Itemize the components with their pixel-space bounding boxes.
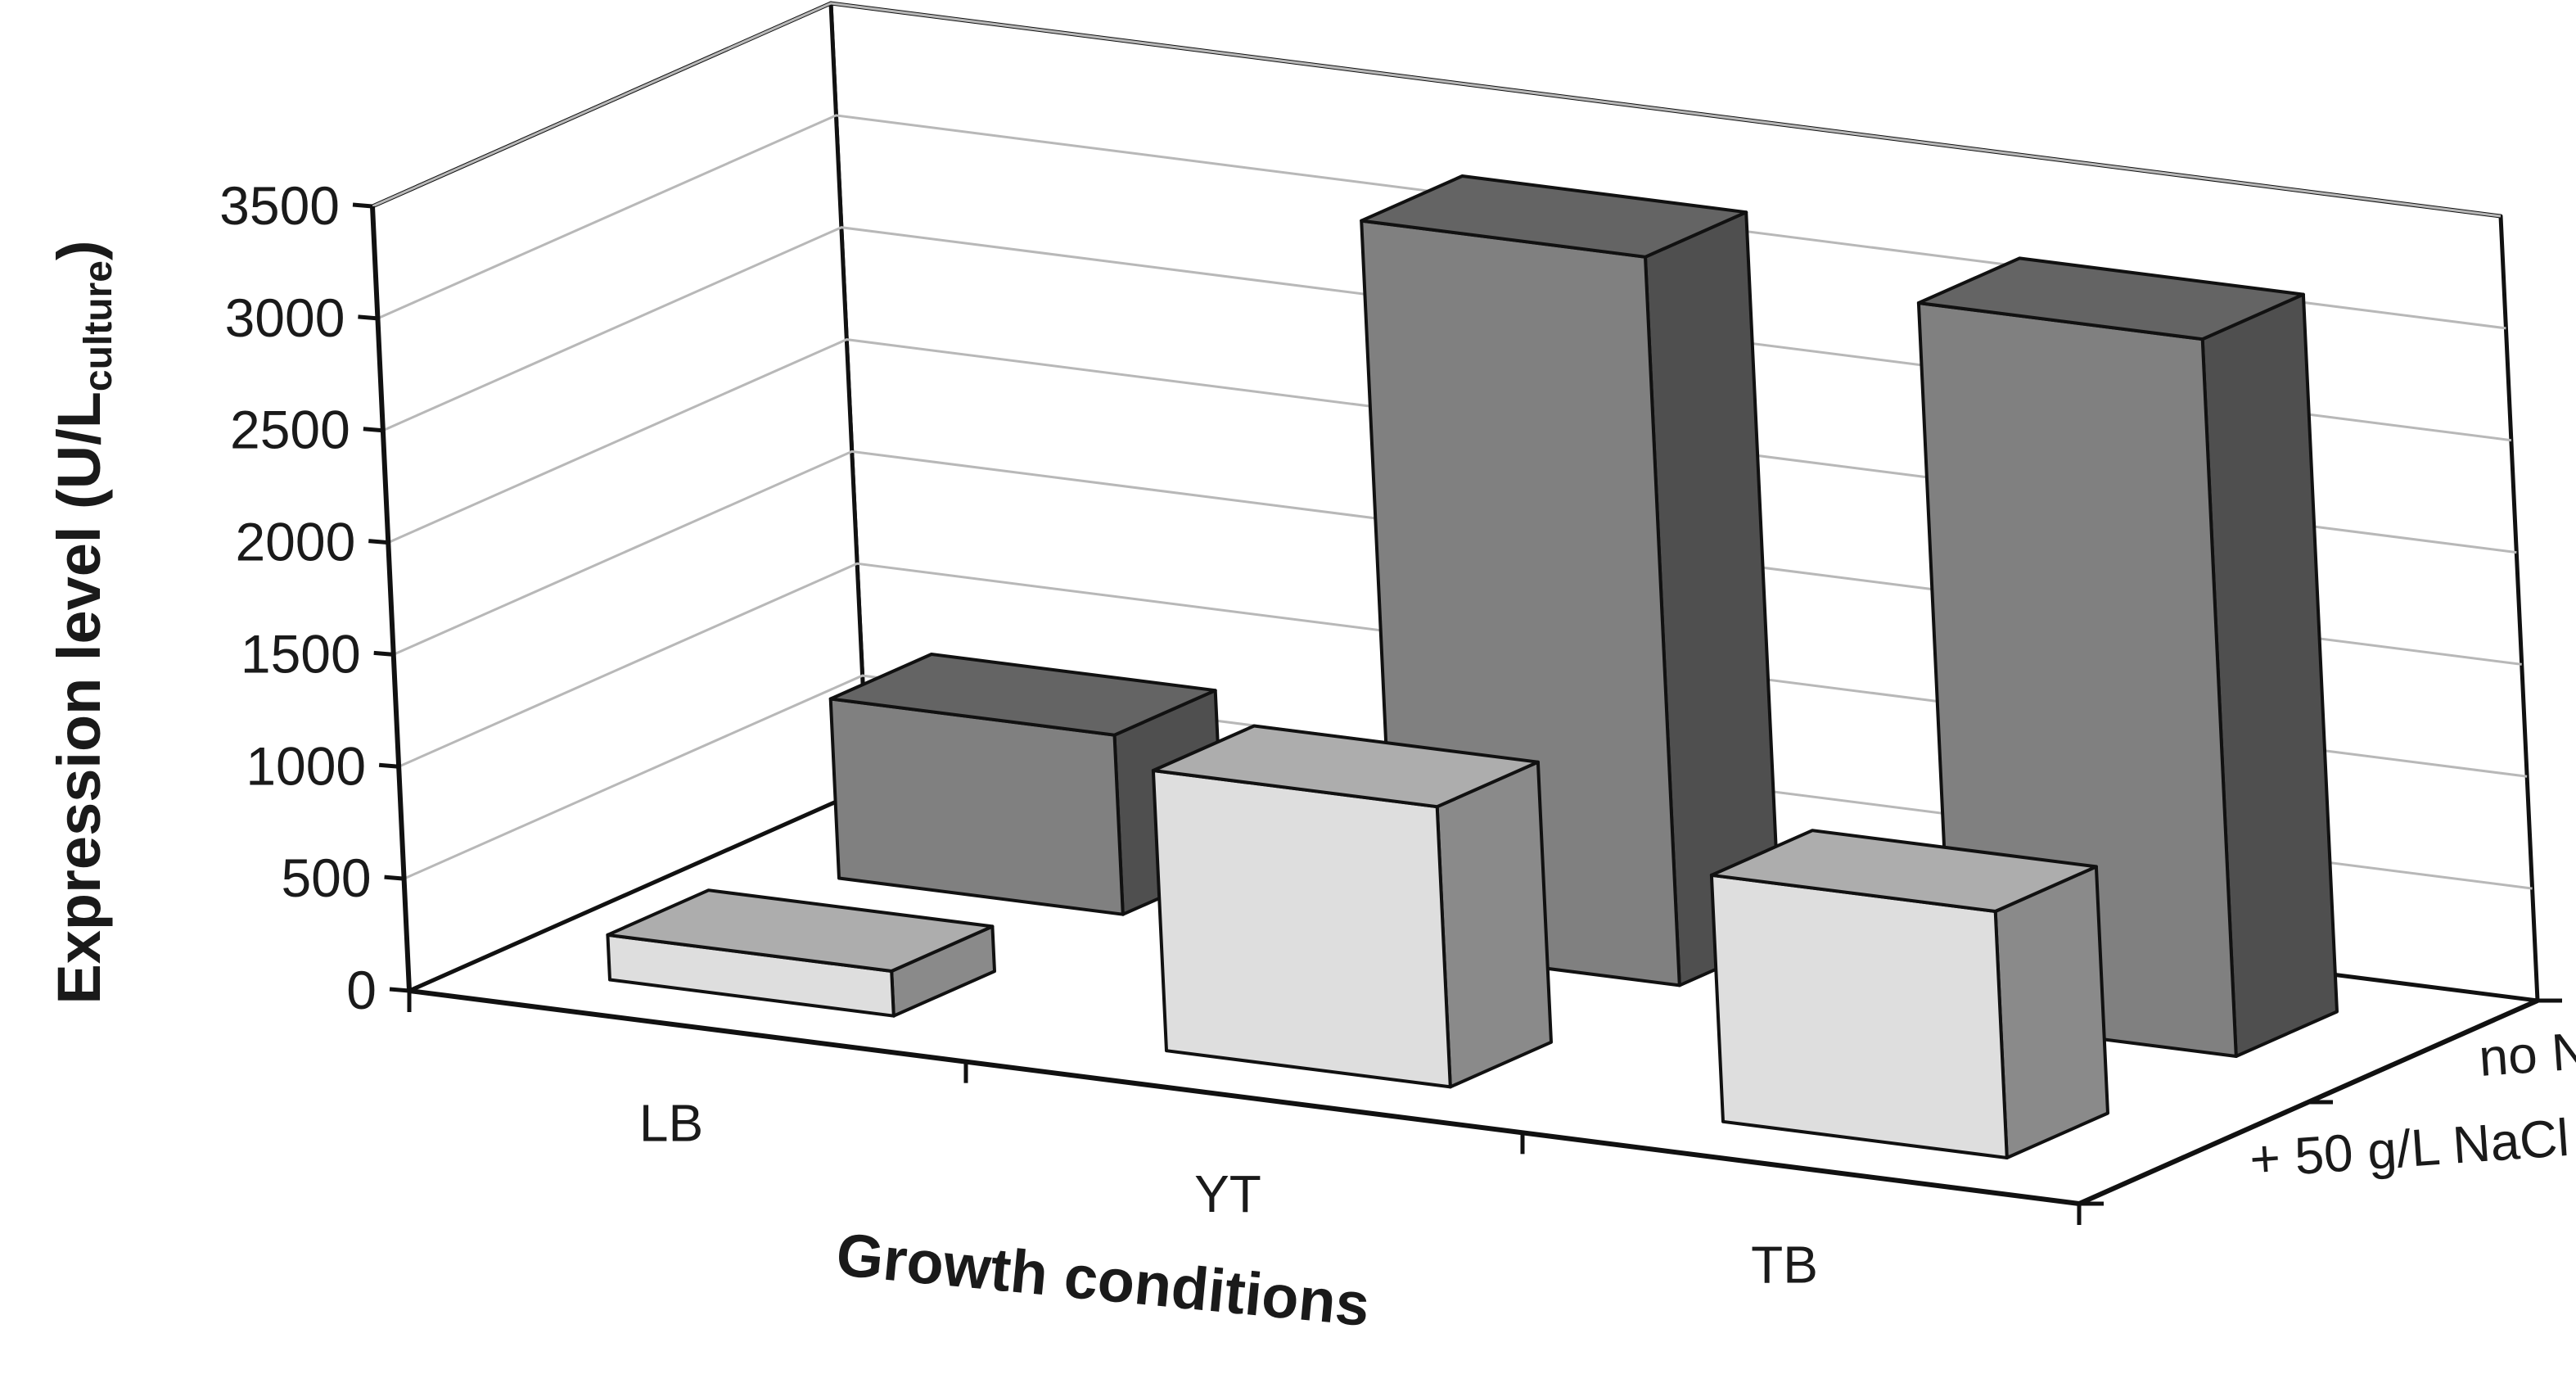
y-tick-label: 2500 [230,400,350,460]
y-axis-line [370,206,412,992]
x-tick-label: LB [639,1093,703,1152]
bars [606,174,2339,1159]
bar-top [1151,724,1540,809]
bar-top [828,653,1217,737]
bar [1360,174,1782,988]
bar-top [606,888,995,973]
x-tick-label: YT [1194,1164,1261,1223]
bar [1151,724,1553,1089]
bar [1709,829,2109,1159]
y-axis-title-close: ) [45,240,113,260]
y-tick [389,987,410,993]
y-tick [378,762,399,769]
bar-top [1360,174,1748,259]
gridline [377,114,2506,330]
chart-axes [352,202,2562,1225]
y-tick-label: 2000 [235,512,355,572]
y-tick [352,202,373,209]
y-tick-label: 3500 [219,175,340,236]
bar [606,888,996,1018]
y-tick-label: 1000 [246,735,366,796]
y-tick [384,875,404,881]
y-axis-title-subscript: culture [77,260,120,391]
y-tick-label: 500 [281,847,371,908]
bar-top [1709,829,2098,913]
depth-tick-label: + 50 g/L NaCl [2248,1108,2571,1189]
bar [1916,256,2339,1058]
x-axis-title: Growth conditions [833,1220,1373,1339]
y-tick [373,650,394,657]
y-tick [368,539,389,545]
x-axis-line [408,988,2080,1206]
bar-front [1151,769,1452,1089]
y-axis-title-main: Expression level (U/L [45,391,113,1005]
bar-front [1709,873,2009,1159]
gridline [372,2,2502,218]
bar-top [1916,256,2305,341]
y-axis-title: Expression level (U/Lculture) [45,240,120,1004]
side-wall [370,1,870,993]
depth-tick-label: no NaCl [2477,1015,2576,1087]
bar-side [1435,760,1553,1089]
y-tick-label: 3000 [225,287,345,348]
y-tick-label: 1500 [241,623,361,684]
bar-side [1993,865,2109,1159]
y-tick-label: 0 [346,960,377,1020]
y-tick [358,314,378,321]
y-tick [363,427,384,433]
x-tick-label: TB [1751,1236,1818,1295]
